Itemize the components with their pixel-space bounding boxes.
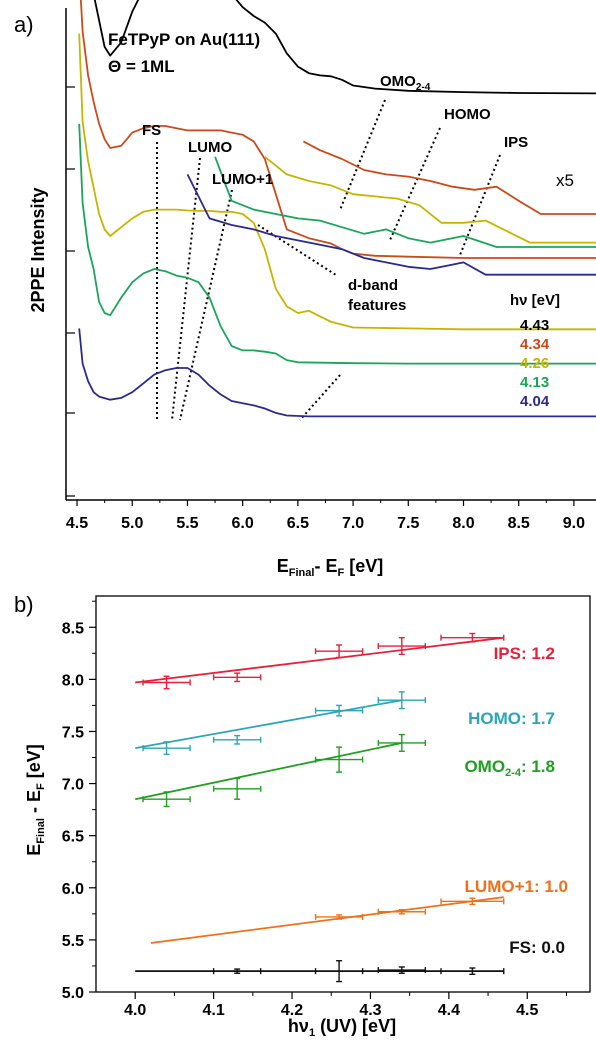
series-label-IPS: IPS: 1.2 xyxy=(494,644,555,663)
x-tick-label: 4.2 xyxy=(281,1002,303,1019)
peak-guide-line xyxy=(171,157,201,421)
y-tick-label: 7.0 xyxy=(62,777,84,794)
coverage-label: Θ = 1ML xyxy=(108,57,175,76)
x-tick-label: 8.0 xyxy=(452,515,474,532)
x-tick-label: 7.5 xyxy=(397,515,419,532)
x-tick-label: 4.5 xyxy=(66,515,88,532)
peak-guide-line xyxy=(257,224,337,276)
legend-item-4.13: 4.13 xyxy=(520,374,549,391)
y-tick-label: 5.5 xyxy=(62,933,84,950)
series-LUMO+1: LUMO+1: 1.0 xyxy=(150,877,568,944)
panel-a-label: a) xyxy=(14,12,34,37)
legend-item-4.26: 4.26 xyxy=(520,355,549,372)
x-tick-label: 9.0 xyxy=(563,515,585,532)
x5-spectrum-4.34 xyxy=(302,140,596,215)
panel-a-y-ticks xyxy=(66,86,75,497)
panel-a-plot: 4.5 5.0 5.5 6.0 6.5 7.0 7.5 8.0 8.5 9.0 xyxy=(65,0,596,532)
legend-title: hν [eV] xyxy=(510,292,560,309)
series-label-LUMO+1: LUMO+1: 1.0 xyxy=(465,877,568,896)
ips-label: IPS xyxy=(504,134,528,151)
x-tick-label: 6.0 xyxy=(232,515,254,532)
legend-item-4.04: 4.04 xyxy=(520,393,550,410)
spectrum-4.43 xyxy=(93,0,596,95)
panel-a-x5-spectra xyxy=(186,140,596,276)
panel-b-xlabel: hν1 (UV) [eV] xyxy=(288,1016,396,1039)
x-tick-label: 4.1 xyxy=(202,1002,224,1019)
fit-line-IPS xyxy=(135,636,504,684)
x-tick-label: 5.5 xyxy=(176,515,198,532)
panel-a-xlabel: EFinal- EF [eV] xyxy=(277,556,383,579)
series-label-OMO2-4: OMO2-4: 1.8 xyxy=(464,757,555,779)
panel-b-series: IPS: 1.2 HOMO: 1.7 OMO2-4: 1.8 LUMO+1: 1.0 F… xyxy=(135,632,568,983)
y-tick-label: 5.0 xyxy=(62,985,84,1002)
panel-b-label: b) xyxy=(14,592,34,617)
series-label-FS: FS: 0.0 xyxy=(509,938,565,957)
x-tick-label: 4.5 xyxy=(516,1002,538,1019)
spectrum-4.04 xyxy=(78,328,596,418)
series-label-HOMO: HOMO: 1.7 xyxy=(468,709,555,728)
panel-a-ylabel: 2PPE Intensity xyxy=(28,187,48,312)
x5-spectrum-4.04 xyxy=(186,173,596,276)
panel-b-ylabel: EFinal - EF [eV] xyxy=(24,744,47,855)
x5-label: x5 xyxy=(556,171,574,190)
omo-label: OMO2-4 xyxy=(380,73,431,93)
y-tick-label: 6.0 xyxy=(62,881,84,898)
lumo-label: LUMO xyxy=(188,139,232,156)
peak-guide-line xyxy=(299,374,341,421)
peak-guide-line xyxy=(389,127,441,241)
fs-label: FS xyxy=(142,122,161,139)
series-HOMO: HOMO: 1.7 xyxy=(135,691,555,756)
panel-b-ticks: 4.0 4.1 4.2 4.3 4.4 4.5 5.0 5.5 6.0 6.5 7.0 7.5 8.0 8… xyxy=(62,600,567,1019)
y-tick-label: 8.5 xyxy=(62,620,84,637)
x-tick-label: 6.5 xyxy=(287,515,309,532)
series-IPS: IPS: 1.2 xyxy=(135,632,555,690)
fit-line-HOMO xyxy=(135,699,402,750)
x-tick-label: 4.0 xyxy=(124,1002,146,1019)
panel-a-area xyxy=(66,8,596,500)
x5-spectrum-4.26 xyxy=(264,156,596,244)
x5-spectrum-4.13 xyxy=(214,156,596,248)
panel-b-plot: 4.0 4.1 4.2 4.3 4.4 4.5 5.0 5.5 6.0 6.5 7.0 7.5 8.0 8… xyxy=(62,595,591,1019)
peak-guide-line xyxy=(179,189,233,421)
y-tick-label: 6.5 xyxy=(62,829,84,846)
fit-line-OMO2-4 xyxy=(135,742,402,801)
x-tick-label: 4.4 xyxy=(438,1002,460,1019)
x-tick-label: 8.5 xyxy=(508,515,530,532)
legend-item-4.43: 4.43 xyxy=(520,317,549,334)
legend: hν [eV] 4.43 4.34 4.26 4.13 4.04 xyxy=(510,292,560,410)
y-tick-label: 8.0 xyxy=(62,672,84,689)
series-OMO2-4: OMO2-4: 1.8 xyxy=(135,733,555,808)
sample-title: FeTPyP on Au(111) xyxy=(108,30,260,49)
series-FS: FS: 0.0 xyxy=(135,938,565,983)
panel-a-x-ticks: 4.5 5.0 5.5 6.0 6.5 7.0 7.5 8.0 8.5 9.0 xyxy=(66,500,585,532)
fit-line-LUMO+1 xyxy=(150,896,504,944)
panel-b-frame xyxy=(95,595,591,993)
y-tick-label: 7.5 xyxy=(62,724,84,741)
legend-item-4.34: 4.34 xyxy=(520,336,550,353)
x-tick-label: 7.0 xyxy=(342,515,364,532)
homo-label: HOMO xyxy=(444,106,491,123)
spectrum-4.26 xyxy=(78,33,596,331)
peak-guide-line xyxy=(459,154,501,256)
spectrum-4.13 xyxy=(78,123,596,365)
dband-label-line1: d-band xyxy=(348,277,398,294)
lumo1-label: LUMO+1 xyxy=(212,171,273,188)
peak-guide-line xyxy=(339,99,386,211)
dband-label-line2: features xyxy=(348,297,406,314)
x-tick-label: 4.3 xyxy=(359,1002,381,1019)
x-tick-label: 5.0 xyxy=(121,515,143,532)
